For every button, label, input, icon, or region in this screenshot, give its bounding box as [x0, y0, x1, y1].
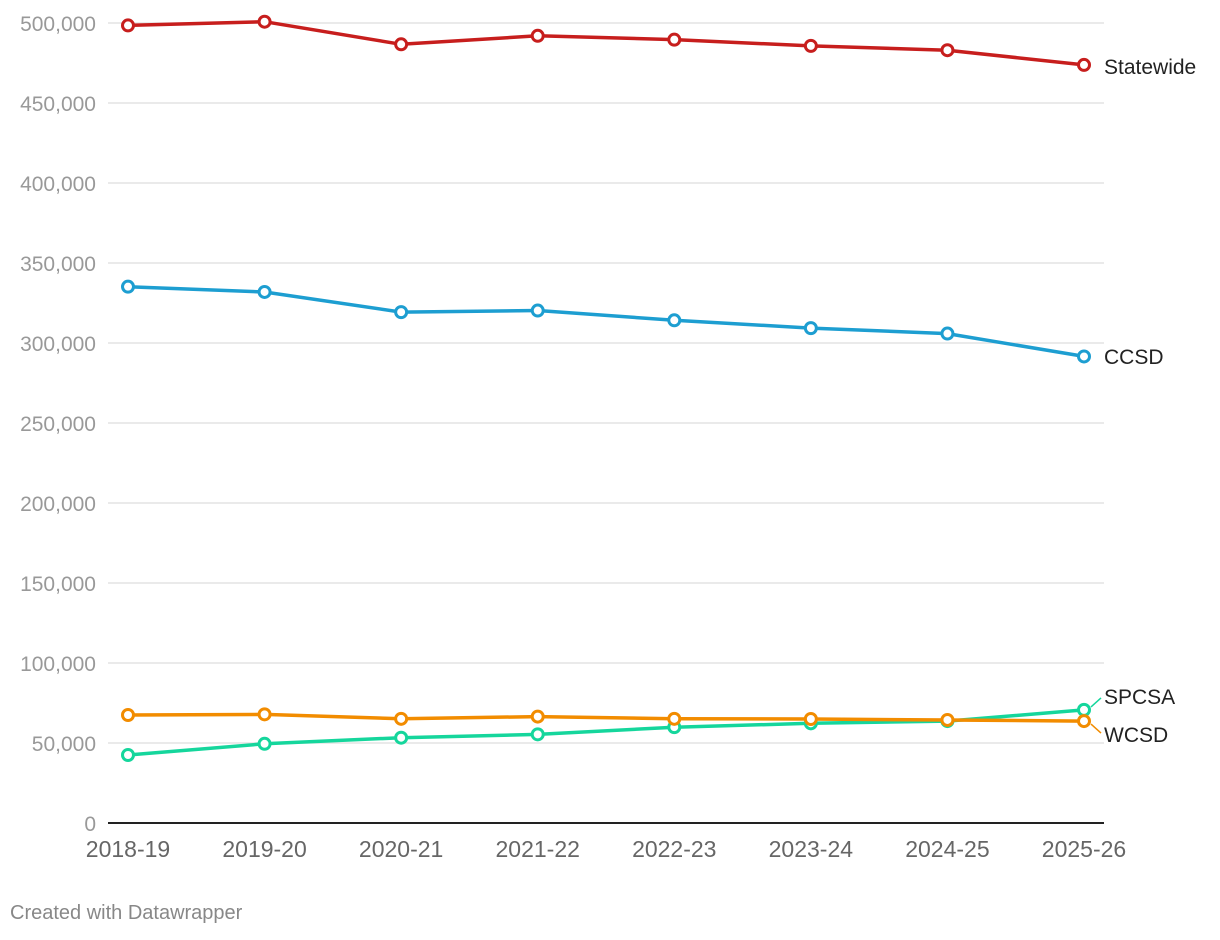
- data-point-statewide: [803, 38, 818, 53]
- data-point-statewide: [257, 14, 272, 29]
- series-label-wcsd: WCSD: [1104, 724, 1168, 747]
- series-wcsd: [121, 707, 1091, 729]
- data-point-ccsd: [1077, 349, 1091, 364]
- series-statewide: [121, 14, 1091, 72]
- data-point-wcsd: [940, 712, 955, 727]
- data-point-spcsa: [394, 730, 409, 745]
- series-line-ccsd: [126, 284, 1086, 359]
- series-ccsd: [121, 279, 1091, 364]
- data-point-statewide: [667, 32, 682, 47]
- x-tick-label: 2021-22: [496, 836, 580, 862]
- data-point-statewide: [530, 28, 545, 43]
- line-chart: 0 50,000 100,000 150,000 200,000 250,000 300,0…: [20, 13, 1196, 862]
- grid-lines: [108, 22, 1104, 824]
- data-point-wcsd: [803, 712, 818, 726]
- y-tick-label: 400,000: [20, 173, 96, 196]
- x-tick-label: 2024-25: [905, 836, 989, 862]
- x-tick-label: 2019-20: [222, 836, 306, 862]
- data-point-ccsd: [940, 326, 955, 341]
- y-tick-label: 250,000: [20, 413, 96, 436]
- y-tick-label: 150,000: [20, 573, 96, 596]
- data-point-wcsd: [667, 711, 682, 726]
- x-axis: 2018-19 2019-20 2020-21 2021-22 2022-23 2023-…: [86, 836, 1126, 862]
- y-tick-label: 200,000: [20, 493, 96, 516]
- y-tick-label: 350,000: [20, 253, 96, 276]
- series-labels: Statewide CCSD SPCSA WCSD: [1090, 56, 1196, 747]
- data-point-spcsa: [530, 727, 545, 742]
- data-point-wcsd: [257, 707, 272, 722]
- data-point-ccsd: [121, 279, 135, 294]
- series-line-wcsd: [126, 712, 1086, 723]
- credit-text: Created with Datawrapper: [10, 902, 243, 924]
- data-point-spcsa: [1077, 702, 1091, 717]
- data-point-statewide: [940, 43, 955, 58]
- y-tick-label: 50,000: [32, 733, 96, 756]
- y-axis: 0 50,000 100,000 150,000 200,000 250,000 300,0…: [20, 13, 96, 836]
- y-tick-label: 450,000: [20, 93, 96, 116]
- data-point-wcsd: [530, 709, 545, 724]
- data-point-ccsd: [394, 305, 409, 320]
- data-point-wcsd: [121, 708, 135, 722]
- series-label-statewide: Statewide: [1104, 56, 1196, 79]
- series-label-ccsd: CCSD: [1104, 346, 1164, 369]
- y-tick-label: 500,000: [20, 13, 96, 36]
- label-leader-spcsa: [1090, 697, 1102, 708]
- data-point-spcsa: [121, 748, 135, 762]
- data-point-statewide: [394, 37, 409, 52]
- series-group: [121, 14, 1091, 762]
- y-tick-label: 300,000: [20, 333, 96, 356]
- x-tick-label: 2025-26: [1042, 836, 1126, 862]
- data-point-spcsa: [257, 736, 272, 751]
- data-point-ccsd: [803, 321, 818, 336]
- data-point-ccsd: [530, 303, 545, 318]
- x-tick-label: 2023-24: [769, 836, 854, 862]
- data-point-wcsd: [394, 711, 409, 726]
- label-leader-wcsd: [1090, 723, 1102, 734]
- data-point-wcsd: [1077, 714, 1091, 729]
- series-label-spcsa: SPCSA: [1104, 686, 1175, 709]
- x-tick-label: 2018-19: [86, 836, 170, 862]
- series-line-statewide: [126, 19, 1086, 67]
- data-point-statewide: [1077, 57, 1091, 72]
- data-point-ccsd: [667, 313, 682, 328]
- data-point-statewide: [121, 18, 135, 33]
- x-tick-label: 2022-23: [632, 836, 716, 862]
- data-point-ccsd: [257, 284, 272, 299]
- x-tick-label: 2020-21: [359, 836, 443, 862]
- y-tick-label: 0: [84, 813, 96, 836]
- y-tick-label: 100,000: [20, 653, 96, 676]
